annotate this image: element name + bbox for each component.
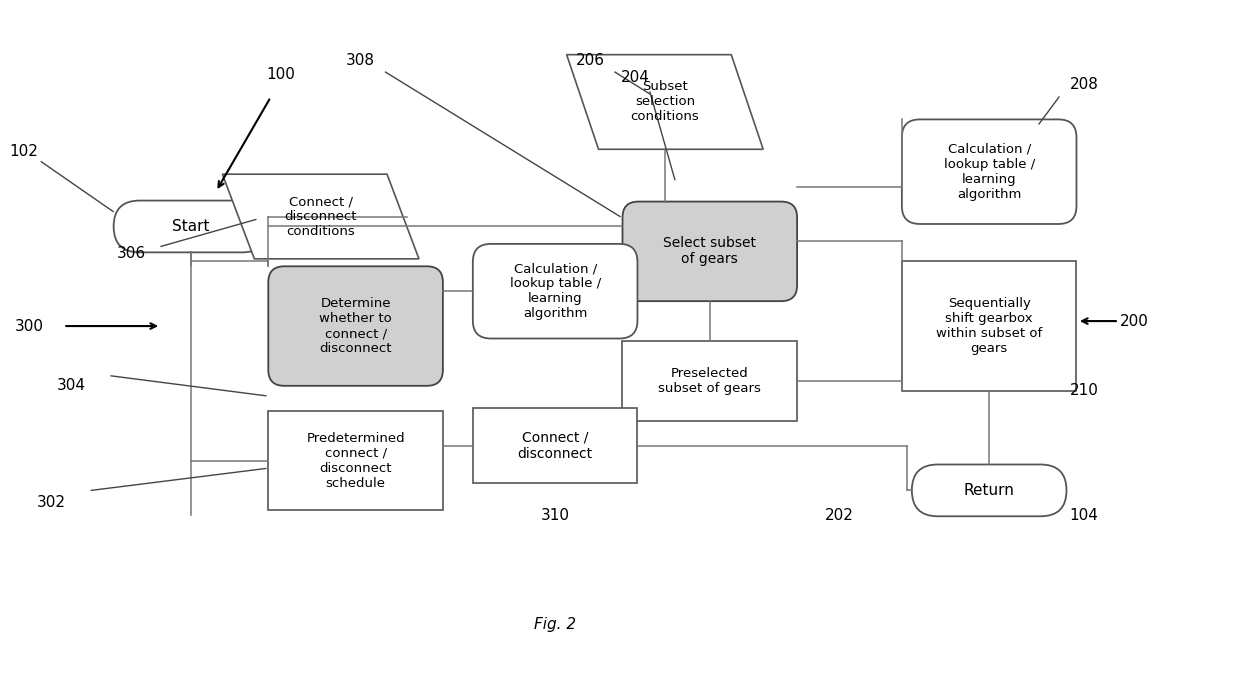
Text: Return: Return — [963, 483, 1014, 498]
FancyBboxPatch shape — [472, 244, 637, 338]
Text: Sequentially
shift gearbox
within subset of
gears: Sequentially shift gearbox within subset… — [936, 297, 1043, 355]
Text: Start: Start — [172, 219, 210, 234]
Bar — [901, 262, 1076, 391]
Polygon shape — [567, 54, 763, 149]
Text: 306: 306 — [117, 246, 145, 261]
FancyBboxPatch shape — [911, 464, 1066, 516]
Text: Connect /
disconnect
conditions: Connect / disconnect conditions — [284, 195, 357, 238]
Text: 204: 204 — [620, 69, 650, 84]
Text: 100: 100 — [267, 67, 295, 82]
Text: 210: 210 — [1070, 383, 1099, 398]
Text: 300: 300 — [15, 319, 43, 334]
FancyBboxPatch shape — [114, 201, 268, 253]
FancyBboxPatch shape — [268, 266, 443, 386]
Text: Preselected
subset of gears: Preselected subset of gears — [658, 367, 761, 395]
Text: Connect /
disconnect: Connect / disconnect — [517, 430, 593, 460]
Text: 206: 206 — [575, 52, 605, 67]
Bar — [472, 408, 637, 483]
Text: Predetermined
connect /
disconnect
schedule: Predetermined connect / disconnect sched… — [306, 432, 405, 490]
Text: 200: 200 — [1120, 313, 1148, 328]
Text: 202: 202 — [825, 508, 854, 523]
Text: Determine
whether to
connect /
disconnect: Determine whether to connect / disconnec… — [319, 297, 392, 355]
Text: Calculation /
lookup table /
learning
algorithm: Calculation / lookup table / learning al… — [510, 262, 600, 320]
Bar — [268, 411, 443, 510]
Text: Calculation /
lookup table /
learning
algorithm: Calculation / lookup table / learning al… — [944, 143, 1035, 201]
Text: 310: 310 — [541, 508, 569, 523]
FancyBboxPatch shape — [622, 202, 797, 301]
Text: Select subset
of gears: Select subset of gears — [663, 236, 756, 266]
Text: 302: 302 — [37, 495, 66, 510]
Text: 102: 102 — [9, 144, 37, 159]
Text: 104: 104 — [1070, 508, 1099, 523]
Text: 208: 208 — [1070, 76, 1099, 91]
Text: Subset
selection
conditions: Subset selection conditions — [630, 80, 699, 123]
FancyBboxPatch shape — [901, 119, 1076, 224]
Bar — [622, 341, 797, 421]
Text: 308: 308 — [346, 52, 374, 67]
Text: Fig. 2: Fig. 2 — [534, 618, 577, 633]
Polygon shape — [222, 174, 419, 259]
Text: 304: 304 — [57, 379, 86, 394]
